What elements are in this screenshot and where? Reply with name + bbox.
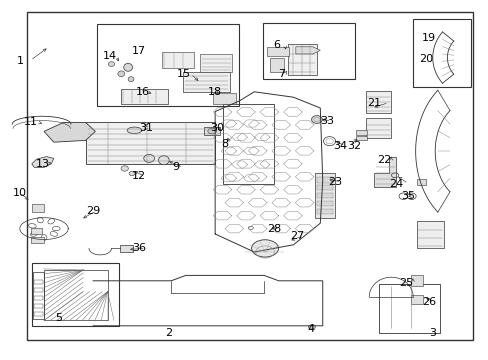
Text: 8: 8 (221, 139, 228, 149)
Text: 20: 20 (419, 54, 432, 64)
Bar (266, 47, 288, 56)
Text: 18: 18 (208, 87, 222, 97)
Bar (270, 58, 284, 72)
Bar (316, 209, 332, 214)
Text: 12: 12 (132, 171, 146, 181)
Text: 3: 3 (428, 328, 435, 338)
Text: 17: 17 (132, 46, 146, 56)
Bar (416, 179, 426, 185)
Text: 4: 4 (306, 324, 313, 334)
Bar (34, 280, 43, 284)
Ellipse shape (129, 171, 135, 176)
Bar (204, 127, 220, 135)
Ellipse shape (118, 71, 124, 77)
Bar (287, 44, 316, 75)
Text: 29: 29 (85, 206, 100, 216)
Text: 13: 13 (36, 159, 50, 169)
Bar (412, 19, 470, 87)
Bar (316, 185, 332, 190)
Text: 9: 9 (172, 162, 179, 172)
Bar (34, 312, 43, 316)
Bar (34, 288, 43, 292)
Text: 14: 14 (103, 51, 117, 61)
Ellipse shape (121, 166, 128, 171)
Bar (212, 93, 236, 104)
Polygon shape (32, 157, 54, 167)
Text: 22: 22 (376, 155, 390, 165)
Bar (34, 296, 43, 300)
Text: 25: 25 (398, 278, 412, 288)
Bar (31, 237, 44, 243)
Ellipse shape (128, 77, 134, 82)
Bar (316, 201, 332, 206)
Ellipse shape (108, 62, 114, 66)
Bar (223, 104, 274, 184)
Ellipse shape (158, 156, 169, 165)
Bar (183, 72, 229, 92)
Text: 30: 30 (210, 123, 224, 133)
Text: 32: 32 (347, 141, 361, 151)
Bar (121, 89, 167, 104)
Ellipse shape (311, 116, 322, 123)
Text: 5: 5 (55, 312, 62, 323)
Ellipse shape (308, 325, 315, 329)
Polygon shape (44, 122, 95, 142)
Bar (410, 295, 422, 304)
Bar (365, 91, 390, 113)
Text: 24: 24 (388, 179, 403, 189)
Text: 6: 6 (272, 40, 279, 50)
Text: 28: 28 (266, 224, 281, 234)
Polygon shape (373, 157, 395, 187)
Bar (355, 130, 366, 135)
Bar (31, 228, 41, 234)
Text: 36: 36 (132, 243, 146, 253)
Bar (316, 193, 332, 198)
Ellipse shape (127, 127, 142, 134)
Polygon shape (295, 47, 320, 54)
Text: 33: 33 (320, 116, 334, 126)
Bar (365, 118, 390, 138)
Bar (263, 23, 354, 79)
Bar (162, 52, 194, 68)
Bar (32, 204, 44, 212)
Text: 34: 34 (332, 141, 346, 151)
Text: 7: 7 (277, 69, 284, 79)
Bar (120, 245, 133, 252)
Ellipse shape (207, 128, 216, 134)
Text: 1: 1 (17, 56, 24, 66)
Text: 10: 10 (13, 188, 26, 198)
Text: 2: 2 (165, 328, 172, 338)
Bar (316, 177, 332, 183)
Bar (416, 221, 443, 248)
Text: 31: 31 (139, 123, 152, 133)
Bar (33, 272, 44, 319)
Text: 16: 16 (136, 87, 150, 97)
Bar (85, 122, 215, 164)
Ellipse shape (123, 63, 132, 71)
Bar (32, 263, 119, 326)
Text: 27: 27 (289, 231, 304, 241)
Ellipse shape (143, 154, 154, 162)
Text: 15: 15 (176, 69, 190, 79)
Polygon shape (315, 173, 334, 218)
Bar (44, 270, 107, 320)
Text: 23: 23 (327, 177, 341, 187)
Bar (378, 284, 439, 333)
Text: 19: 19 (422, 33, 435, 43)
Ellipse shape (251, 240, 278, 257)
Bar (355, 136, 366, 140)
Text: 35: 35 (401, 191, 414, 201)
Bar (97, 24, 238, 106)
Text: 26: 26 (421, 297, 435, 307)
Bar (410, 275, 422, 286)
Bar (200, 54, 232, 72)
Text: 11: 11 (24, 117, 38, 127)
Text: 21: 21 (366, 98, 380, 108)
Bar (34, 304, 43, 308)
